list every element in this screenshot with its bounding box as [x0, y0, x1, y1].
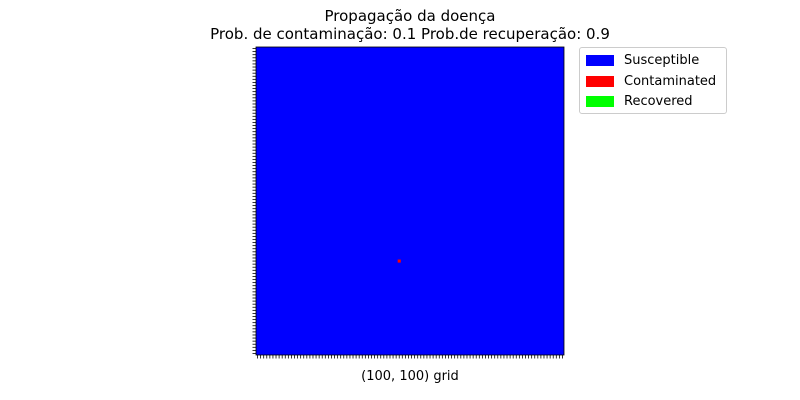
x-axis-label: (100, 100) grid — [361, 369, 459, 384]
heatmap-cell-contaminated — [397, 259, 401, 263]
legend: Susceptible Contaminated Recovered — [579, 47, 727, 114]
legend-label-susceptible: Susceptible — [624, 52, 700, 68]
legend-label-recovered: Recovered — [624, 93, 693, 109]
plot-frame — [255, 46, 565, 356]
legend-item-susceptible: Susceptible — [586, 52, 699, 68]
chart-title: Propagação da doença — [324, 7, 496, 25]
legend-swatch-susceptible — [586, 54, 614, 66]
heatmap-background-cells — [256, 47, 564, 355]
legend-label-contaminated: Contaminated — [624, 73, 717, 89]
legend-swatch-recovered — [586, 95, 614, 107]
legend-item-contaminated: Contaminated — [586, 73, 716, 89]
legend-item-recovered: Recovered — [586, 93, 693, 109]
legend-swatch-contaminated — [586, 75, 614, 87]
chart-subtitle: Prob. de contaminação: 0.1 Prob.de recup… — [210, 25, 610, 43]
